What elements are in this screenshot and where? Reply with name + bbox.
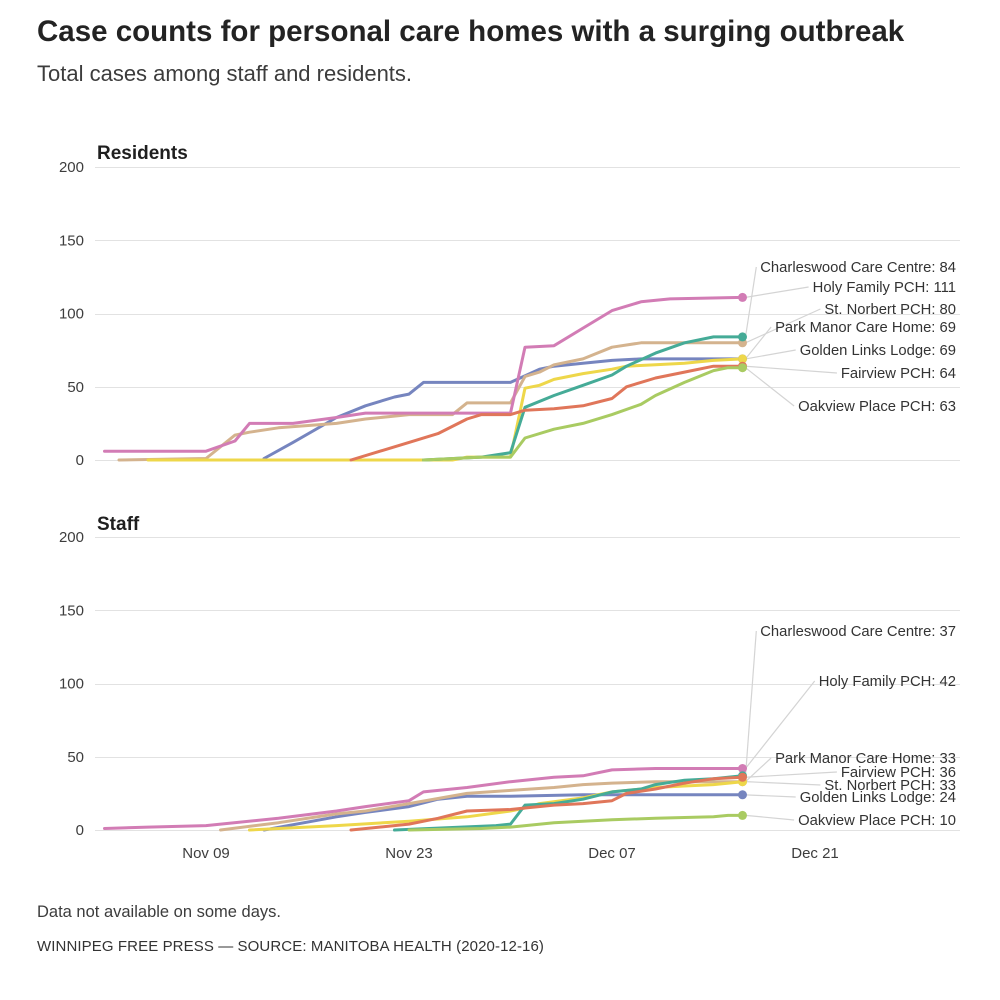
panel-residents: 0 50 100 150 200 Charleswood Care Centre: 84 H… (59, 159, 960, 469)
leader-line-residents-golden_links (745, 349, 796, 360)
panel-staff: 0 50 100 150 200 Nov 09 Nov 23 Dec 07 Dec 21 Char… (59, 529, 960, 862)
series-line-staff-charleswood (393, 774, 744, 832)
y-tick-label-staff-50: 50 (67, 749, 84, 766)
leader-line-residents-oakview (745, 367, 795, 407)
data-availability-note: Data not available on some days. (37, 903, 281, 921)
annotation-label-staff-park_manor: Park Manor Care Home: 33 (775, 751, 956, 767)
series-line-staff-oakview (407, 813, 744, 832)
annotation-label-staff-charleswood: Charleswood Care Centre: 37 (760, 624, 956, 640)
y-tick-label-staff-0: 0 (76, 822, 84, 839)
panel-title-residents: Residents (97, 143, 188, 164)
leader-line-residents-park_manor (745, 326, 772, 360)
annotation-label-staff-golden_links: Golden Links Lodge: 24 (800, 790, 956, 806)
leader-line-staff-charleswood (744, 630, 757, 776)
series-line-residents-charleswood (422, 335, 744, 462)
leader-line-staff-holy_family (745, 680, 816, 769)
annotation-label-staff-fairview: Fairview PCH: 36 (841, 765, 956, 781)
panel-title-staff: Staff (97, 514, 140, 535)
leader-line-residents-st_norbert (745, 308, 821, 344)
y-tick-label-residents-200: 200 (59, 159, 84, 176)
endpoint-dot-residents-oakview (738, 363, 747, 373)
y-tick-label-residents-50: 50 (67, 379, 84, 396)
leader-line-staff-fairview (745, 771, 837, 778)
leader-line-residents-fairview (745, 365, 837, 374)
endpoint-dot-residents-holy_family (738, 292, 747, 302)
annotation-label-residents-fairview: Fairview PCH: 64 (841, 366, 956, 382)
leader-line-staff-st_norbert (745, 781, 821, 786)
endpoint-dot-staff-golden_links (738, 790, 747, 800)
leader-line-residents-holy_family (745, 286, 809, 298)
chart-subtitle: Total cases among staff and residents. (37, 61, 413, 86)
annotation-label-staff-holy_family: Holy Family PCH: 42 (819, 674, 956, 690)
annotation-label-residents-charleswood: Charleswood Care Centre: 84 (760, 260, 956, 276)
x-tick-label-dec-21: Dec 21 (791, 845, 839, 862)
y-tick-label-staff-150: 150 (59, 602, 84, 619)
endpoint-dot-residents-charleswood (738, 332, 747, 342)
series-line-staff-park_manor (248, 780, 744, 832)
annotation-label-staff-st_norbert: St. Norbert PCH: 33 (824, 778, 956, 794)
y-tick-label-residents-0: 0 (76, 452, 84, 469)
annotation-label-residents-st_norbert: St. Norbert PCH: 80 (824, 302, 956, 318)
y-tick-label-residents-100: 100 (59, 306, 84, 323)
endpoint-dot-staff-fairview (738, 772, 747, 782)
series-line-staff-st_norbert (219, 780, 744, 832)
annotation-label-residents-park_manor: Park Manor Care Home: 69 (775, 320, 956, 336)
series-line-staff-fairview (349, 775, 744, 832)
leader-line-staff-golden_links (745, 794, 796, 798)
x-tick-label-nov-23: Nov 23 (385, 845, 433, 862)
leader-line-staff-oakview (745, 814, 795, 821)
endpoint-dot-staff-oakview (738, 810, 747, 820)
endpoint-dot-staff-holy_family (738, 764, 747, 773)
series-line-residents-fairview (349, 364, 744, 462)
annotation-label-staff-oakview: Oakview Place PCH: 10 (798, 813, 956, 829)
series-line-residents-oakview (422, 366, 744, 462)
series-line-residents-park_manor (146, 357, 744, 462)
y-tick-label-staff-100: 100 (59, 676, 84, 693)
x-tick-label-dec-07: Dec 07 (588, 845, 636, 862)
series-line-residents-st_norbert (117, 341, 744, 462)
source-credit: WINNIPEG FREE PRESS — SOURCE: MANITOBA H… (37, 938, 545, 955)
x-tick-label-nov-09: Nov 09 (182, 845, 230, 862)
chart-title: Case counts for personal care homes with… (37, 15, 905, 48)
endpoint-dot-residents-park_manor (738, 354, 747, 364)
y-tick-label-residents-150: 150 (59, 232, 84, 249)
annotation-label-residents-golden_links: Golden Links Lodge: 69 (800, 343, 956, 359)
leader-line-staff-park_manor (745, 757, 772, 783)
series-line-staff-holy_family (103, 767, 744, 830)
series-line-residents-holy_family (103, 295, 744, 453)
annotation-label-residents-holy_family: Holy Family PCH: 111 (813, 280, 956, 296)
annotation-label-residents-oakview: Oakview Place PCH: 63 (798, 399, 956, 415)
leader-line-residents-charleswood (744, 266, 757, 338)
y-tick-label-staff-200: 200 (59, 529, 84, 546)
